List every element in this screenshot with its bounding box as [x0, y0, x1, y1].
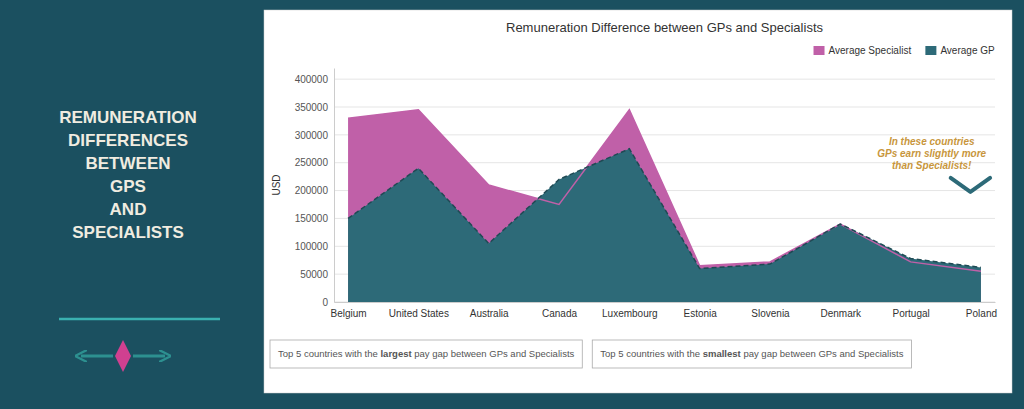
annotations: In these countriesGPs earn slightly more… [270, 136, 990, 368]
x-tick: United States [389, 302, 449, 319]
y-tick: 200000 [295, 185, 334, 196]
chart-panel [264, 10, 1012, 393]
legend-item: Average GP [925, 45, 995, 56]
y-axis-title: USD [271, 174, 282, 195]
area [348, 110, 981, 302]
x-tick: Estonia [683, 302, 717, 319]
y-tick-label: 250000 [295, 157, 329, 168]
title: Remuneration Difference between GPs and … [506, 20, 823, 35]
y-tick-label: 400000 [295, 74, 329, 85]
y-tick-label: 0 [322, 297, 328, 308]
x-tick-label: Estonia [683, 308, 717, 319]
x-tick-label: Australia [470, 308, 509, 319]
x-tick: Denmark [821, 302, 863, 319]
y-tick: 0 [322, 297, 334, 308]
x-tick: Slovenia [751, 302, 790, 319]
y-tick-label: 300000 [295, 130, 329, 141]
x-tick: Belgium [330, 302, 366, 319]
annotation-chevron [951, 178, 990, 192]
x-tick: Luxembourg [602, 302, 658, 319]
line [348, 110, 981, 272]
label-box-segment: Top 5 countries with the [600, 348, 702, 359]
y-tick: 50000 [300, 269, 334, 280]
y-tick: 400000 [295, 74, 334, 85]
legend: Average Specialist Average GP [814, 45, 995, 56]
y-tick: 300000 [295, 130, 334, 141]
label-box-segment: largest [380, 348, 412, 359]
annotation-line: In these countries [889, 136, 975, 147]
logo-diamond [115, 340, 131, 372]
marks [348, 110, 981, 302]
y-tick-label: 50000 [300, 269, 328, 280]
x-tick-label: Poland [966, 308, 997, 319]
y-tick-label: 150000 [295, 213, 329, 224]
label-box-text: Top 5 countries with the largest pay gap… [278, 348, 575, 359]
label-box-segment: pay gap between GPs and Specialists [412, 348, 575, 359]
x-tick: Canada [542, 302, 577, 319]
x-tick-label: Denmark [821, 308, 863, 319]
x-axis-line [335, 302, 996, 303]
annotation-line: GPs earn slightly more [877, 148, 986, 159]
y-tick-label: 350000 [295, 102, 329, 113]
side-title-line: SPECIALISTS [72, 223, 183, 242]
legend-item: Average Specialist [814, 45, 912, 56]
side-title-line: BETWEEN [86, 154, 171, 173]
chart-svg: REMUNERATION DIFFERENCES BETWEEN GPS AND SPEC… [0, 0, 1024, 409]
side-title-line: GPS [110, 177, 146, 196]
area [348, 149, 981, 302]
line [348, 149, 981, 269]
legend-swatch [925, 46, 936, 55]
label-box-frame [270, 340, 582, 368]
x-tick-label: Slovenia [751, 308, 790, 319]
logo [81, 340, 165, 372]
grid-line [334, 107, 995, 108]
label-box-text: Top 5 countries with the smallest pay ga… [600, 348, 903, 359]
side-title-line: AND [110, 200, 147, 219]
label-box-segment: pay gap between GPs and Specialists [741, 348, 904, 359]
y-tick-label: 100000 [295, 241, 329, 252]
label-box-frame [592, 340, 911, 368]
label-box: Top 5 countries with the smallest pay ga… [592, 340, 911, 368]
chart-root: REMUNERATION DIFFERENCES BETWEEN GPS AND SPEC… [0, 0, 1024, 409]
annotation: In these countriesGPs earn slightly more… [877, 136, 986, 171]
grid [334, 79, 995, 302]
label-box-segment: smallest [703, 348, 742, 359]
y-tick: 350000 [295, 102, 334, 113]
label-box: Top 5 countries with the largest pay gap… [270, 340, 582, 368]
legend-swatch [814, 46, 825, 55]
x-tick-label: Belgium [330, 308, 366, 319]
x-tick: Poland [966, 302, 997, 319]
y-tick: 250000 [295, 157, 334, 168]
legend-label: Average Specialist [829, 45, 912, 56]
side-title: REMUNERATION DIFFERENCES BETWEEN GPS AND SPEC… [59, 108, 197, 242]
y-tick: 150000 [295, 213, 334, 224]
side-title-line: DIFFERENCES [68, 131, 188, 150]
x-tick: Australia [470, 302, 509, 319]
x-tick-label: United States [389, 308, 449, 319]
y-tick-label: 200000 [295, 185, 329, 196]
legend-label: Average GP [940, 45, 995, 56]
grid-line [334, 79, 995, 80]
y-tick: 100000 [295, 241, 334, 252]
y-axis-line [334, 69, 335, 303]
x-axis: Belgium United States Australia Canada Luxem… [330, 302, 997, 319]
side-rule [59, 318, 220, 321]
side-title-line: REMUNERATION [59, 108, 197, 127]
logo-arrow [133, 355, 165, 358]
page-background [0, 0, 1024, 409]
x-tick: Portugal [892, 302, 929, 319]
label-box-segment: Top 5 countries with the [278, 348, 380, 359]
y-axis: 0 50000 100000 150000 200000 250000 300000 3500… [295, 69, 335, 308]
x-tick-label: Portugal [892, 308, 929, 319]
x-tick-label: Luxembourg [602, 308, 658, 319]
x-tick-label: Canada [542, 308, 577, 319]
logo-arrow [81, 355, 113, 358]
annotation-line: than Specialists! [892, 160, 972, 171]
